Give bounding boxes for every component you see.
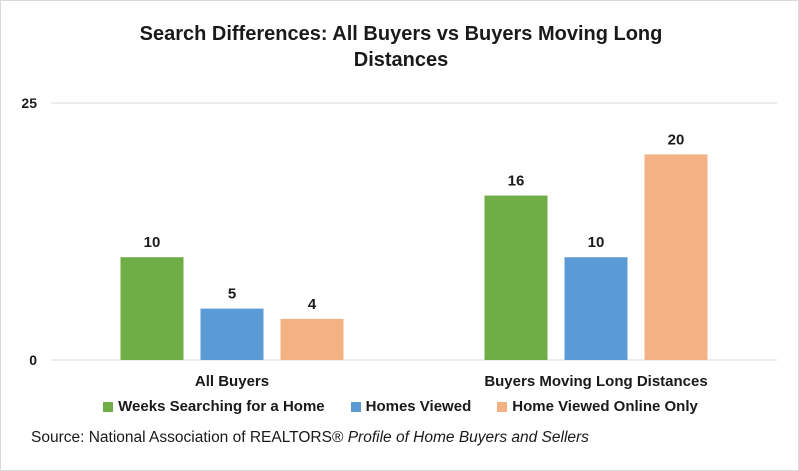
y-tick-label-1: 25 <box>21 95 37 111</box>
bar-1-0 <box>484 195 548 360</box>
chart-title: Search Differences: All Buyers vs Buyers… <box>139 23 663 71</box>
chart-legend: Weeks Searching for a Home Homes Viewed Ho… <box>1 398 799 415</box>
legend-item-2: Home Viewed Online Only <box>497 398 698 415</box>
bar-chart: 0 25 10 5 4 All Buyers 16 10 20 Buyers Moving Lon… <box>21 95 777 390</box>
data-label-0-2: 4 <box>308 296 317 313</box>
source-publication: Profile of Home Buyers and Sellers <box>347 429 589 446</box>
data-label-1-2: 20 <box>668 131 685 148</box>
legend-item-1: Homes Viewed <box>350 398 472 415</box>
y-tick-label-0: 0 <box>29 352 37 368</box>
source-prefix: Source: National Association of REALTORS… <box>31 429 344 446</box>
legend-label-2: Home Viewed Online Only <box>512 398 698 415</box>
x-category-label-0: All Buyers <box>195 373 269 390</box>
legend-swatch-2 <box>497 401 508 412</box>
legend-swatch-0 <box>103 401 114 412</box>
legend-item-0: Weeks Searching for a Home <box>103 398 325 415</box>
bar-0-0 <box>120 257 184 360</box>
legend-label-1: Homes Viewed <box>365 398 472 415</box>
bar-1-1 <box>564 257 628 360</box>
legend-swatch-1 <box>350 401 361 412</box>
bar-0-1 <box>200 308 264 360</box>
bar-0-2 <box>280 318 344 360</box>
data-label-0-0: 10 <box>144 234 161 251</box>
bar-1-2 <box>644 154 708 360</box>
data-label-1-0: 16 <box>508 173 525 190</box>
data-label-1-1: 10 <box>588 234 605 251</box>
source-note: Source: National Association of REALTORS… <box>31 429 589 447</box>
data-label-0-1: 5 <box>228 286 236 303</box>
x-category-label-1: Buyers Moving Long Distances <box>484 373 707 390</box>
legend-label-0: Weeks Searching for a Home <box>118 398 325 415</box>
